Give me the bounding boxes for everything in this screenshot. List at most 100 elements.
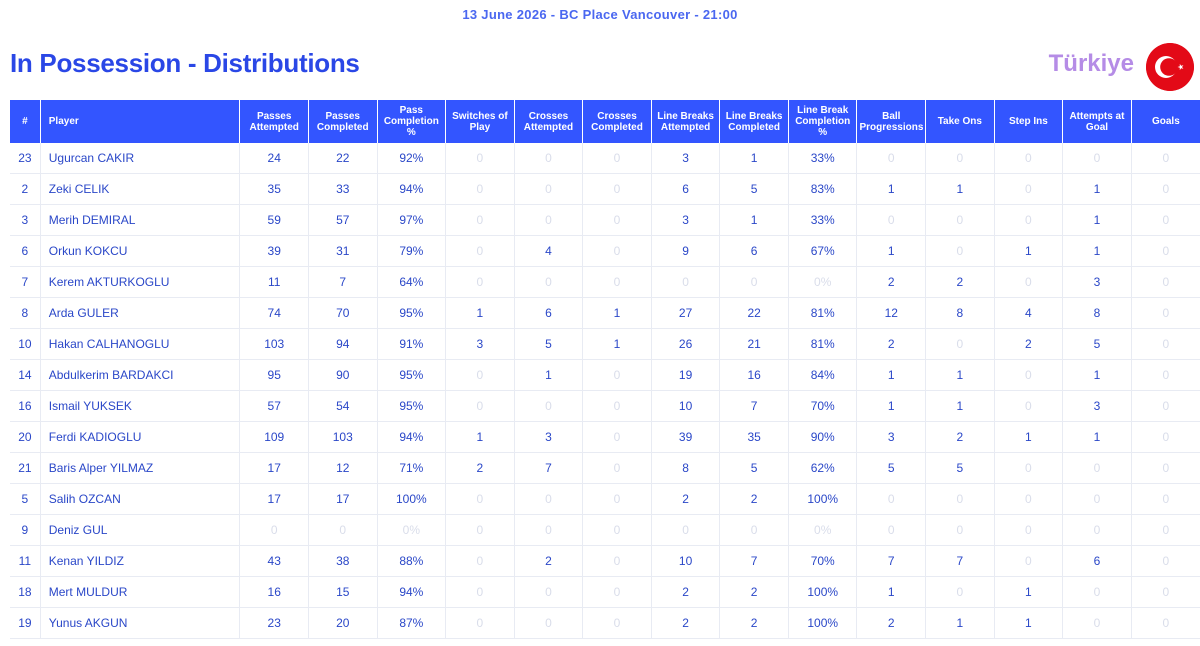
stat-cell: 0 <box>582 545 652 577</box>
stat-cell: 1 <box>856 235 926 267</box>
stat-cell: 22 <box>719 297 789 329</box>
column-header: Player <box>39 100 240 143</box>
stat-cell: 20 <box>307 607 378 639</box>
stat-cell: 81% <box>787 297 857 329</box>
stat-cell: 0 <box>582 204 652 236</box>
stat-cell: 2 <box>719 607 789 639</box>
stat-cell: 33 <box>307 173 378 205</box>
stat-cell: 2 <box>856 607 926 639</box>
column-header: Ball Progressions <box>856 100 926 143</box>
player-name: Ugurcan CAKIR <box>39 143 240 174</box>
stat-cell: 1 <box>719 143 789 174</box>
player-number: 16 <box>10 390 41 422</box>
player-name: Abdulkerim BARDAKCI <box>39 359 240 391</box>
stat-cell: 1 <box>925 359 995 391</box>
stat-cell: 3 <box>856 421 926 453</box>
column-header: Switches of Play <box>445 100 515 143</box>
stat-cell: 0 <box>1130 607 1200 639</box>
stat-cell: 0 <box>925 483 995 515</box>
table-row: 21 Baris Alper YILMAZ 17 12 71% 2 7 0 8 5 62% 5 5 0 0 0 <box>10 452 1200 484</box>
stat-cell: 0 <box>1130 328 1200 360</box>
stat-cell: 0 <box>1130 297 1200 329</box>
stat-cell: 0 <box>1130 266 1200 298</box>
stat-cell: 0 <box>513 576 583 608</box>
stat-cell: 17 <box>239 452 309 484</box>
table-row: 11 Kenan YILDIZ 43 38 88% 0 2 0 10 7 70% 7 7 0 6 0 <box>10 545 1200 577</box>
stat-cell: 1 <box>856 359 926 391</box>
stat-cell: 0 <box>582 359 652 391</box>
stat-cell: 2 <box>856 328 926 360</box>
stat-cell: 2 <box>650 607 720 639</box>
stat-cell: 100% <box>787 607 857 639</box>
stat-cell: 0 <box>445 390 515 422</box>
stat-cell: 0 <box>445 607 515 639</box>
stat-cell: 1 <box>993 421 1063 453</box>
stat-cell: 97% <box>376 204 446 236</box>
player-number: 19 <box>10 607 41 639</box>
player-name: Deniz GUL <box>39 514 240 546</box>
stat-cell: 0 <box>582 235 652 267</box>
stat-cell: 2 <box>513 545 583 577</box>
stat-cell: 0 <box>925 143 995 174</box>
stat-cell: 2 <box>719 483 789 515</box>
stat-cell: 5 <box>856 452 926 484</box>
stat-cell: 0% <box>787 514 857 546</box>
stat-cell: 84% <box>787 359 857 391</box>
player-name: Mert MULDUR <box>39 576 240 608</box>
stat-cell: 0 <box>993 143 1063 174</box>
player-number: 10 <box>10 328 41 360</box>
stat-cell: 0 <box>445 576 515 608</box>
stat-cell: 0 <box>1062 143 1132 174</box>
stat-cell: 0 <box>650 514 720 546</box>
stat-cell: 62% <box>787 452 857 484</box>
stat-cell: 0 <box>513 173 583 205</box>
stat-cell: 88% <box>376 545 446 577</box>
stat-cell: 35 <box>719 421 789 453</box>
stat-cell: 17 <box>307 483 378 515</box>
stat-cell: 1 <box>1062 235 1132 267</box>
table-row: 7 Kerem AKTURKOGLU 11 7 64% 0 0 0 0 0 0% 2 2 0 3 0 <box>10 266 1200 298</box>
stat-cell: 0 <box>513 204 583 236</box>
stat-cell: 0 <box>856 514 926 546</box>
stat-cell: 5 <box>1062 328 1132 360</box>
column-header: # <box>10 100 41 143</box>
stat-cell: 0 <box>856 143 926 174</box>
stat-cell: 90% <box>787 421 857 453</box>
stat-cell: 7 <box>307 266 378 298</box>
stat-cell: 0 <box>1130 483 1200 515</box>
stat-cell: 0 <box>445 143 515 174</box>
player-name: Arda GULER <box>39 297 240 329</box>
stat-cell: 0 <box>925 328 995 360</box>
table-body: 23 Ugurcan CAKIR 24 22 92% 0 0 0 3 1 33% 0 0 0 0 0 2 Zeki… <box>10 143 1200 639</box>
table-row: 2 Zeki CELIK 35 33 94% 0 0 0 6 5 83% 1 1 0 1 0 <box>10 173 1200 205</box>
stat-cell: 1 <box>445 421 515 453</box>
team-name: Türkiye <box>1048 50 1134 77</box>
player-name: Orkun KOKCU <box>39 235 240 267</box>
stat-cell: 1 <box>1062 204 1132 236</box>
turkey-flag-icon <box>1146 43 1194 91</box>
stat-cell: 12 <box>307 452 378 484</box>
player-number: 11 <box>10 545 41 577</box>
stat-cell: 10 <box>650 390 720 422</box>
player-number: 2 <box>10 173 41 205</box>
stat-cell: 67% <box>787 235 857 267</box>
stat-cell: 95% <box>376 297 446 329</box>
table-row: 6 Orkun KOKCU 39 31 79% 0 4 0 9 6 67% 1 0 1 1 0 <box>10 235 1200 267</box>
stat-cell: 0 <box>582 514 652 546</box>
table-row: 23 Ugurcan CAKIR 24 22 92% 0 0 0 3 1 33% 0 0 0 0 0 <box>10 143 1200 174</box>
column-header: Crosses Attempted <box>513 100 583 143</box>
stat-cell: 0 <box>719 266 789 298</box>
stat-cell: 0 <box>1062 607 1132 639</box>
player-name: Ferdi KADIOGLU <box>39 421 240 453</box>
stat-cell: 8 <box>650 452 720 484</box>
stat-cell: 33% <box>787 204 857 236</box>
stat-cell: 39 <box>239 235 309 267</box>
stat-cell: 15 <box>307 576 378 608</box>
player-number: 6 <box>10 235 41 267</box>
stat-cell: 2 <box>650 576 720 608</box>
player-name: Ismail YUKSEK <box>39 390 240 422</box>
stat-cell: 94% <box>376 421 446 453</box>
stat-cell: 103 <box>307 421 378 453</box>
stat-cell: 0 <box>993 545 1063 577</box>
stat-cell: 1 <box>993 235 1063 267</box>
